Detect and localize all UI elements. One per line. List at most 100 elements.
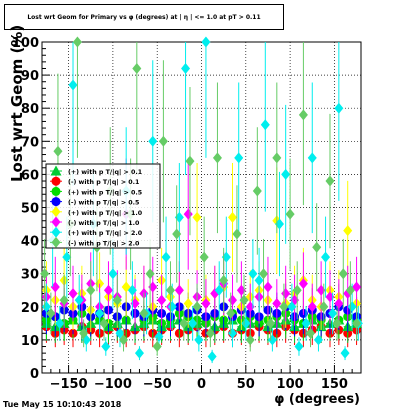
data-point — [252, 185, 262, 197]
data-point — [279, 301, 289, 313]
data-point — [53, 145, 63, 157]
data-point — [234, 152, 244, 164]
x-tick-label: −50 — [143, 377, 172, 392]
data-point — [72, 36, 82, 48]
data-point — [263, 281, 273, 293]
data-point — [272, 152, 282, 164]
plot-points — [40, 36, 363, 364]
legend-marker — [51, 216, 61, 228]
legend-marker — [51, 226, 61, 238]
data-point — [181, 62, 191, 74]
data-point — [321, 251, 331, 263]
y-tick-label: 70 — [21, 135, 39, 150]
data-point — [201, 297, 211, 309]
data-point — [108, 268, 118, 280]
data-point — [248, 268, 258, 280]
data-point — [68, 79, 78, 91]
data-point — [307, 301, 317, 313]
data-point — [312, 241, 322, 253]
x-tick-label: −150 — [50, 377, 88, 392]
y-tick-label: 60 — [21, 168, 39, 183]
legend-box — [45, 163, 161, 249]
data-point — [185, 155, 195, 167]
series-7 — [40, 36, 362, 356]
data-point — [127, 284, 137, 296]
data-point — [305, 327, 315, 339]
legend-label: (-) with p T/|q| > 0.5 — [68, 200, 139, 208]
data-point — [340, 347, 350, 359]
data-point — [99, 317, 109, 329]
data-point — [172, 228, 182, 240]
legend-label: (+) with p T/|q| > 1.0 — [68, 210, 143, 218]
y-tick-label: 80 — [21, 102, 39, 117]
y-tick-label: 30 — [21, 268, 39, 283]
data-point — [254, 274, 264, 286]
data-point — [59, 294, 69, 306]
data-point — [174, 284, 184, 296]
data-point — [272, 297, 282, 309]
y-tick-label: 0 — [30, 367, 39, 382]
data-point — [165, 284, 175, 296]
legend-marker — [51, 236, 61, 248]
data-point — [281, 168, 291, 180]
data-point — [188, 317, 198, 329]
data-point — [112, 294, 122, 306]
legend-label: (-) with p T/|q| > 0.1 — [68, 179, 139, 187]
data-point — [338, 268, 348, 280]
legend-marker — [51, 206, 61, 218]
data-point — [245, 334, 255, 346]
data-point — [152, 341, 162, 353]
data-point — [352, 317, 362, 329]
data-point — [145, 268, 155, 280]
data-point — [40, 268, 50, 280]
data-point — [266, 317, 276, 329]
data-point — [226, 307, 236, 319]
data-point — [119, 334, 129, 346]
data-point — [319, 301, 329, 313]
legend-label: (-) with p T/|q| > 1.0 — [68, 220, 140, 228]
data-point — [294, 341, 304, 353]
x-tick-label: 50 — [237, 377, 255, 392]
data-point — [158, 135, 168, 147]
data-point — [179, 317, 189, 329]
legend: (+) with p T/|q| > 0.1 (-) with p T/|q| >… — [45, 163, 161, 249]
x-tick-label: 0 — [197, 377, 206, 392]
y-tick-label: 90 — [21, 69, 39, 84]
x-tick-label: 150 — [321, 377, 348, 392]
legend-marker — [51, 176, 61, 186]
data-point — [325, 175, 335, 187]
data-point — [260, 119, 270, 131]
data-point — [219, 274, 229, 286]
data-point — [157, 294, 167, 306]
data-point — [332, 317, 342, 329]
data-point — [205, 327, 215, 339]
y-tick-label: 40 — [21, 235, 39, 250]
data-point — [207, 350, 217, 362]
data-point — [199, 251, 209, 263]
data-point — [201, 36, 211, 48]
data-point — [285, 208, 295, 220]
data-point — [287, 301, 297, 313]
data-point — [259, 268, 269, 280]
y-tick-label: 10 — [21, 334, 39, 349]
data-point — [343, 225, 353, 237]
y-axis-label: Lost wrt Geom (%) — [8, 24, 26, 182]
data-point — [334, 102, 344, 114]
legend-marker — [51, 197, 61, 207]
data-point — [307, 152, 317, 164]
data-point — [101, 341, 111, 353]
legend-label: (-) with p T/|q| > 2.0 — [68, 240, 140, 248]
data-point — [212, 152, 222, 164]
legend-label: (+) with p T/|q| > 2.0 — [68, 230, 143, 238]
data-point — [313, 334, 323, 346]
data-point — [214, 284, 224, 296]
data-point — [62, 251, 72, 263]
data-point — [79, 327, 89, 339]
data-point — [328, 307, 338, 319]
legend-label: (+) with p T/|q| > 0.5 — [68, 189, 142, 197]
data-point — [95, 307, 105, 319]
y-tick-label: 50 — [21, 202, 39, 217]
x-axis-label: φ (degrees) — [274, 392, 360, 407]
y-tick-label: 20 — [21, 301, 39, 316]
